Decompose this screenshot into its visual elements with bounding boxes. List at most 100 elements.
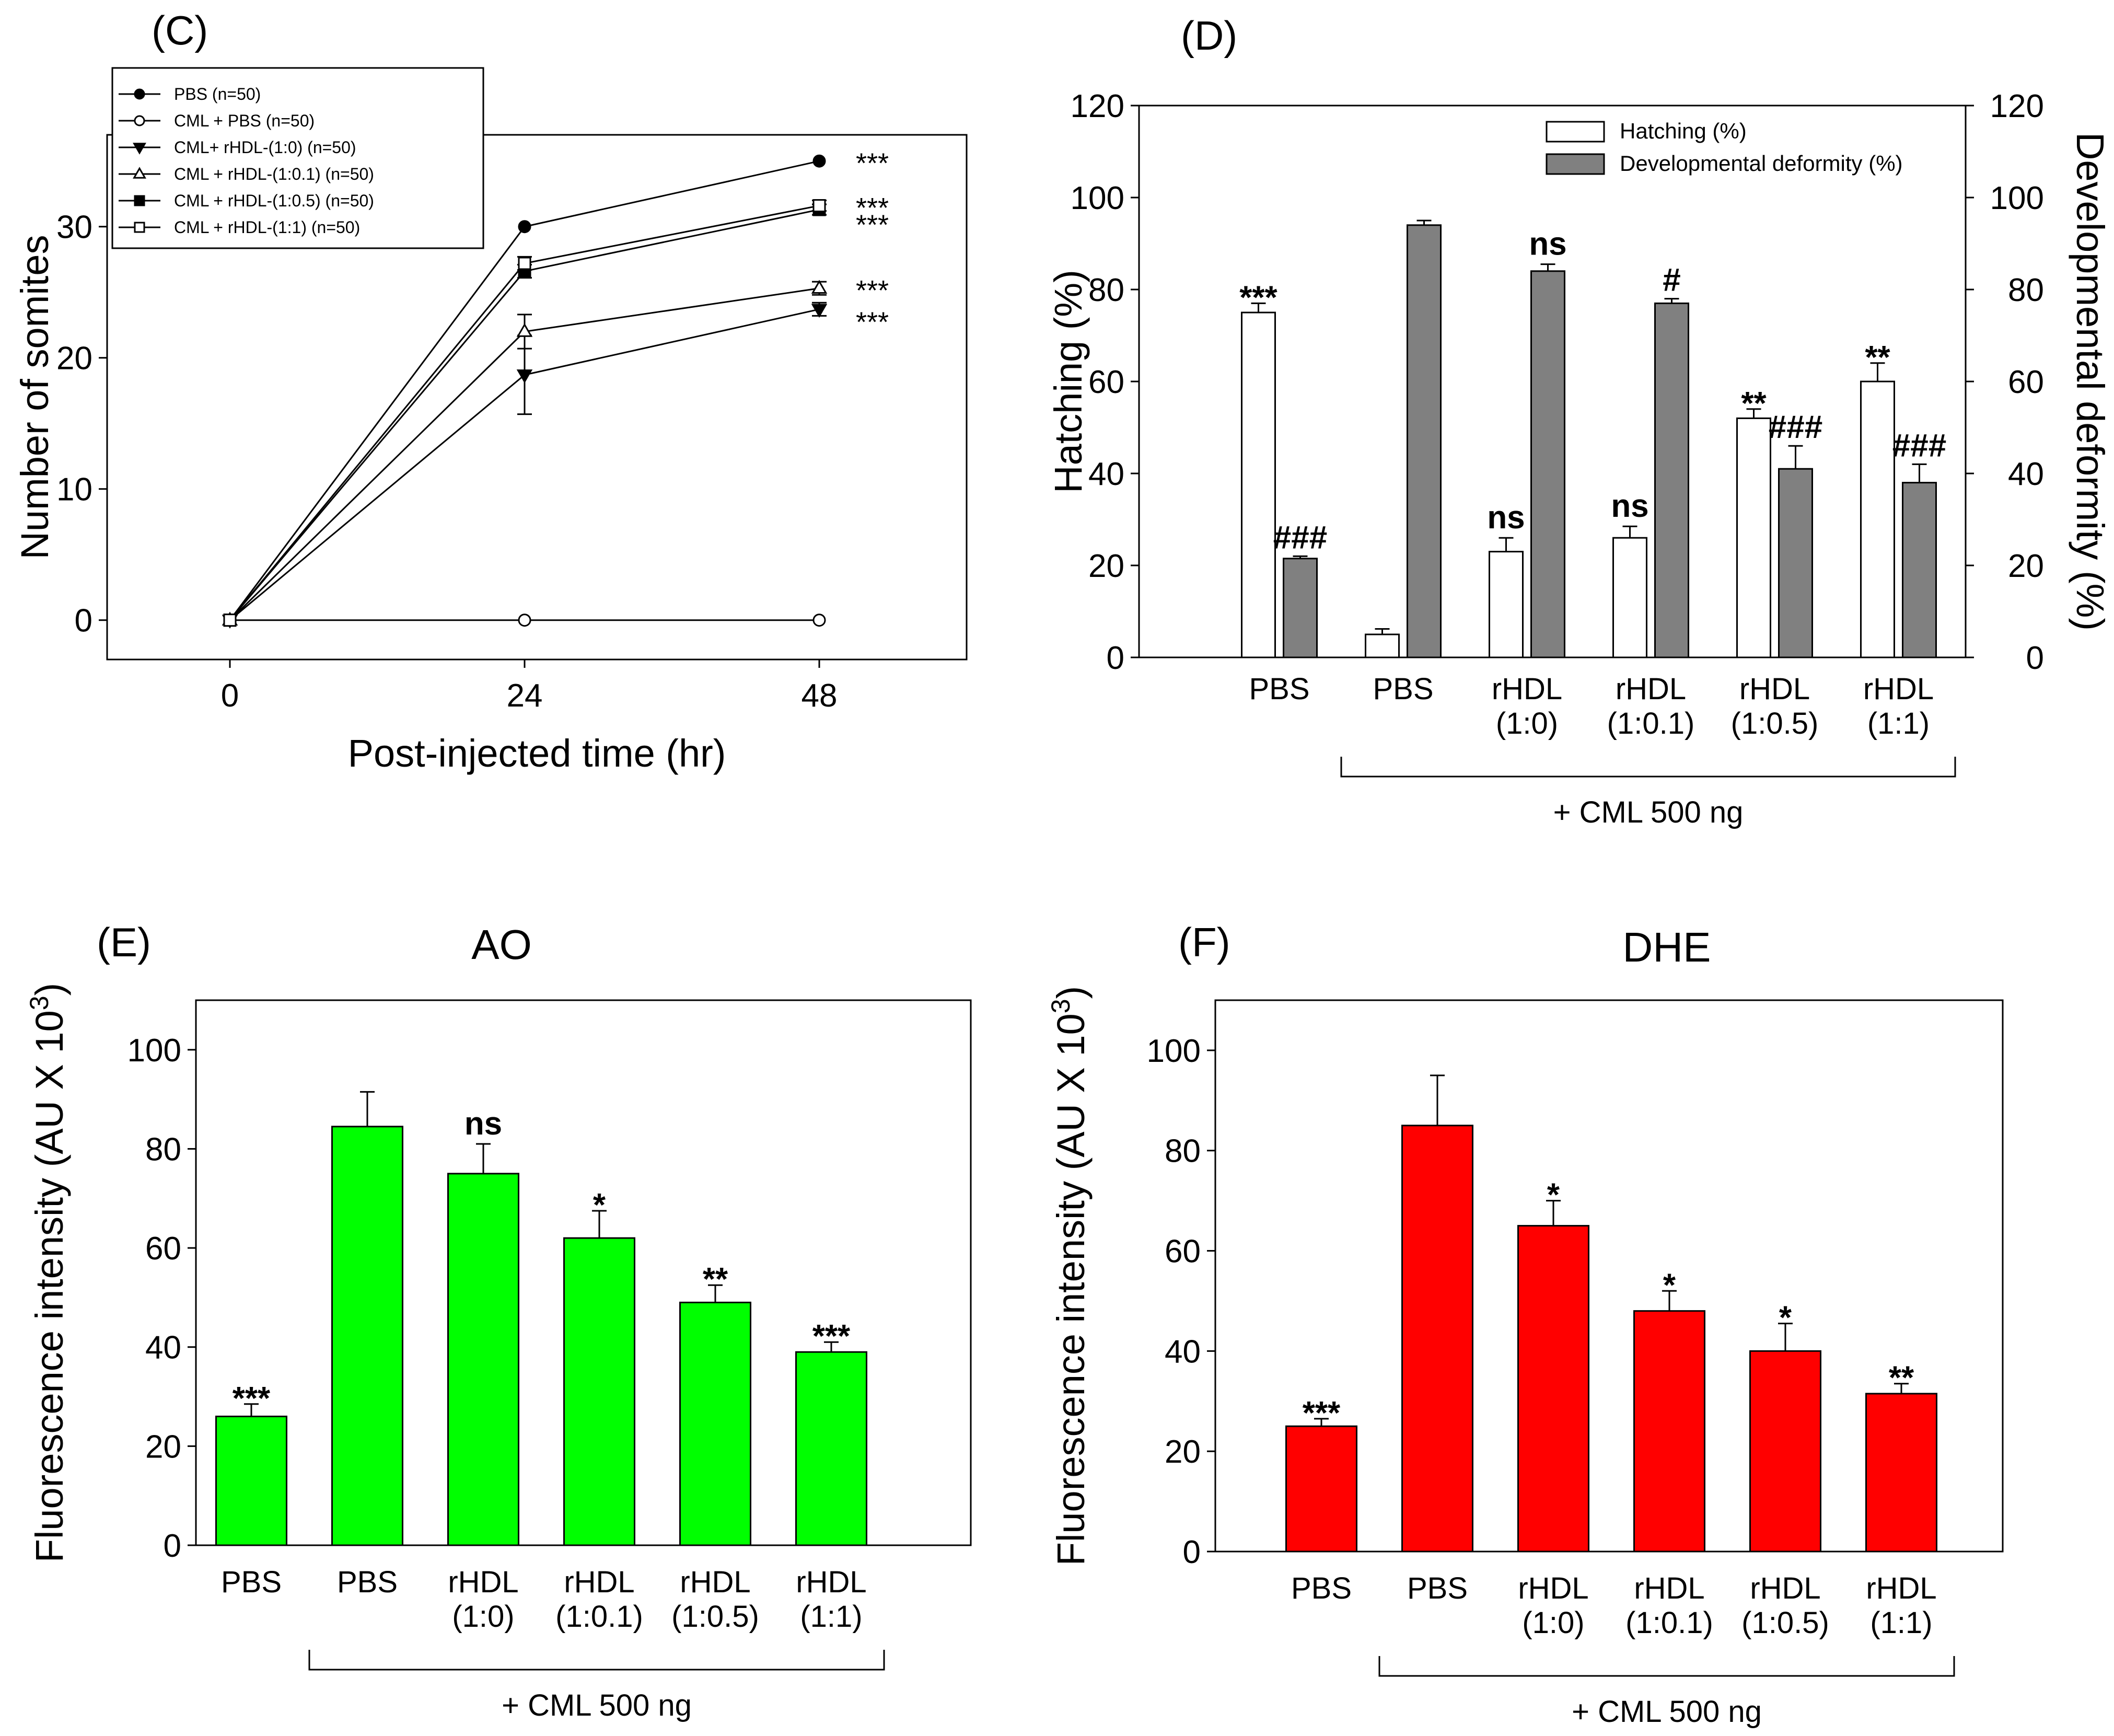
category-label: (1:0.1) [555, 1600, 643, 1634]
data-point-c [516, 369, 533, 384]
significance-label-c: *** [856, 192, 889, 224]
x-tick-label-c: 24 [507, 678, 543, 714]
x-tick-label-c: 0 [221, 678, 239, 714]
panel-e: (E) AO 0 20 40 60 80 100 Fluorescence intensity … [25, 919, 972, 1722]
y-axis-title: Fluorescence intensity (AU X 103) [25, 983, 71, 1563]
data-point-c [518, 220, 531, 234]
y2-tick-label: 20 [2008, 548, 2044, 584]
panel-label: (D) [1181, 13, 1237, 59]
bar [1530, 270, 1565, 658]
y-axis-title-text: Hatching (%) [1047, 270, 1090, 493]
category-label: rHDL [1863, 672, 1934, 706]
legend-marker-c [133, 143, 146, 155]
bar [1401, 1125, 1473, 1553]
significance-label: ns [464, 1106, 502, 1142]
bar [1365, 633, 1400, 658]
category-label: (1:1) [1870, 1606, 1932, 1640]
significance-label: ** [1741, 386, 1767, 422]
significance-label: ### [1273, 519, 1327, 555]
y-axis-title-text: Fluorescence intensity (AU X 10 [28, 1010, 71, 1563]
category-label: (1:0.1) [1625, 1606, 1713, 1640]
legend-label: Hatching (%) [1620, 119, 1747, 143]
significance-label-c: *** [856, 210, 889, 241]
bar [1517, 1225, 1589, 1553]
legend-marker-c [133, 167, 146, 179]
panel-c: (C) 0 10 20 30 0 24 48 Post-injected time (hr) Nu… [13, 7, 968, 775]
y-tick-label: 100 [1147, 1033, 1201, 1069]
y2-tick-label: 120 [1990, 88, 2044, 124]
y-tick-label: 40 [145, 1330, 181, 1366]
data-point-c [811, 304, 828, 318]
legend-label-c: CML + rHDL-(1:1) (n=50) [174, 218, 360, 237]
y-tick-label: 40 [1165, 1334, 1201, 1370]
bar [795, 1351, 867, 1546]
y-tick-label: 120 [1071, 88, 1124, 124]
data-point-c [812, 154, 826, 168]
data-point-c [811, 280, 828, 294]
category-label: (1:0) [1522, 1606, 1584, 1640]
category-label: rHDL [1866, 1571, 1936, 1605]
bar [1654, 302, 1689, 658]
legend-label-c: CML + rHDL-(1:0.5) (n=50) [174, 191, 374, 210]
significance-label-c: *** [856, 275, 889, 306]
legend-c [111, 67, 484, 249]
legend-label-c: CML + PBS (n=50) [174, 111, 315, 130]
category-label: rHDL [1634, 1571, 1704, 1605]
significance-label: *** [1239, 280, 1277, 316]
y2-tick-label: 60 [2008, 364, 2044, 400]
bar [1407, 224, 1442, 658]
y-tick-label: 60 [145, 1231, 181, 1267]
category-label: rHDL [564, 1565, 634, 1599]
significance-label: ### [1892, 427, 1946, 464]
y-tick-label-c: 0 [75, 603, 92, 639]
group-bracket [1340, 757, 1956, 778]
significance-label: ns [1487, 500, 1525, 536]
significance-label: *** [812, 1318, 851, 1355]
bar [1860, 380, 1895, 658]
y-tick-label: 60 [1088, 364, 1124, 400]
category-label: (1:0) [452, 1600, 514, 1634]
significance-label: * [1663, 1267, 1676, 1303]
category-label: (1:1) [800, 1600, 862, 1634]
significance-label: ** [703, 1262, 728, 1298]
x-tick-label-c: 48 [802, 678, 838, 714]
legend-swatch [1546, 153, 1605, 175]
significance-label: ns [1611, 488, 1648, 524]
significance-label: *** [233, 1381, 271, 1417]
y2-tick-label: 40 [2008, 456, 2044, 492]
bar [1489, 551, 1524, 658]
bar [563, 1237, 635, 1546]
y-axis-title-text: Fluorescence intensity (AU X 10 [1049, 1013, 1093, 1566]
significance-label: ** [1889, 1360, 1914, 1396]
bar [1902, 482, 1937, 658]
data-point-c [812, 614, 826, 627]
bar [1749, 1350, 1821, 1553]
y-axis-title-end: ) [28, 983, 71, 996]
bar [1865, 1393, 1937, 1553]
significance-label: * [1547, 1177, 1560, 1213]
chart-title: AO [471, 921, 532, 968]
y2-tick-label: 0 [2026, 640, 2044, 676]
data-point-c [516, 323, 533, 337]
y-tick-label: 40 [1088, 456, 1124, 492]
group-bracket [1378, 1656, 1955, 1677]
y-axis-title-sup: 3 [1046, 999, 1075, 1013]
panel-label: (E) [97, 919, 151, 965]
legend-label-c: CML + rHDL-(1:0.1) (n=50) [174, 165, 374, 183]
plot-frame [1214, 999, 2004, 1553]
group-bracket [308, 1650, 885, 1671]
data-point-c [812, 199, 826, 213]
significance-label: ** [1865, 340, 1890, 376]
data-point-c [518, 257, 531, 270]
y2-tick-label: 80 [2008, 272, 2044, 308]
significance-label-c: *** [856, 148, 889, 179]
legend-marker-c [134, 88, 145, 100]
y-tick-label-c: 30 [56, 210, 92, 246]
category-label: rHDL [1739, 672, 1810, 706]
category-label: rHDL [1518, 1571, 1588, 1605]
significance-label: ### [1769, 409, 1822, 445]
significance-label-c: *** [856, 306, 889, 338]
bar [1633, 1310, 1705, 1553]
bar [215, 1415, 287, 1546]
